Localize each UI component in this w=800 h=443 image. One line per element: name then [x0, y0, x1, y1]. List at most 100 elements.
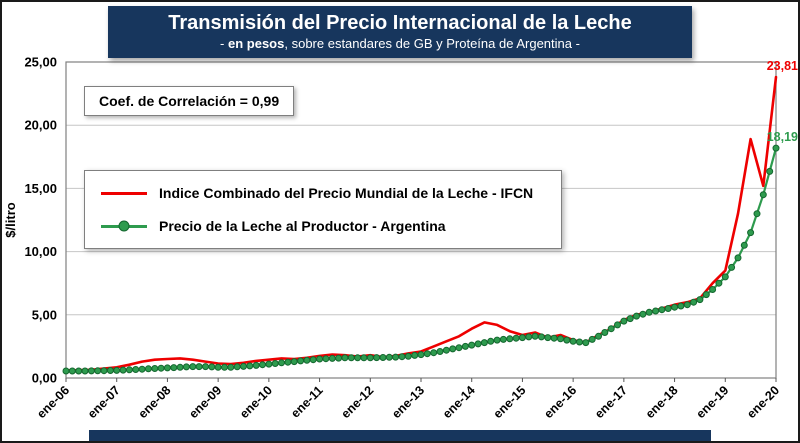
chart-subtitle: - en pesos, sobre estandares de GB y Pro…	[116, 36, 684, 52]
x-tick-label: ene-09	[186, 383, 224, 421]
series-marker	[385, 353, 393, 361]
series-marker	[360, 354, 368, 362]
y-tick-label: 25,00	[24, 55, 57, 70]
series-marker	[772, 144, 780, 152]
series-marker	[125, 366, 133, 374]
series-marker	[341, 354, 349, 362]
series-marker	[297, 357, 305, 365]
series-marker	[709, 286, 717, 293]
series-marker	[474, 340, 482, 348]
series-marker	[157, 364, 165, 372]
series-marker	[214, 363, 222, 371]
x-tick-label: ene-18	[643, 383, 681, 421]
series-marker	[240, 362, 247, 370]
series-marker	[658, 306, 666, 314]
series-marker	[316, 355, 324, 363]
end-value-label-ifcn: 23,81	[767, 59, 798, 73]
x-tick-label: ene-12	[338, 383, 376, 421]
series-marker	[75, 367, 83, 375]
series-marker	[373, 354, 381, 362]
series-marker	[68, 367, 76, 375]
series-marker	[404, 352, 412, 360]
series-marker	[563, 336, 571, 344]
series-marker	[278, 359, 285, 367]
series-marker	[246, 362, 254, 370]
series-marker	[576, 338, 583, 346]
series-marker	[366, 354, 374, 362]
series-marker	[347, 354, 355, 362]
series-marker	[328, 354, 336, 362]
series-marker	[652, 307, 660, 315]
series-marker	[271, 360, 279, 367]
series-marker	[208, 363, 216, 371]
x-tick-label: ene-07	[85, 383, 123, 421]
series-marker	[537, 333, 545, 341]
series-marker	[582, 339, 590, 347]
series-marker	[138, 365, 146, 373]
series-marker	[62, 367, 70, 375]
series-marker	[759, 191, 767, 199]
series-marker	[100, 367, 108, 375]
legend-green-line-sample	[101, 224, 147, 228]
series-marker	[106, 367, 114, 374]
series-marker	[525, 333, 533, 341]
y-axis-title: $/litro	[3, 202, 18, 237]
series-marker	[721, 273, 729, 281]
x-tick-label: ene-11	[288, 383, 325, 420]
series-marker	[664, 305, 672, 312]
series-marker	[398, 353, 406, 361]
series-marker	[303, 356, 311, 364]
series-marker	[417, 351, 425, 359]
series-marker	[259, 361, 266, 369]
series-marker	[265, 360, 273, 368]
x-tick-label: ene-19	[693, 383, 731, 421]
series-marker	[702, 291, 710, 299]
series-marker	[81, 367, 89, 375]
series-marker	[493, 336, 501, 344]
y-tick-label: 15,00	[24, 181, 57, 196]
series-marker	[449, 345, 457, 353]
series-marker	[392, 353, 400, 361]
subtitle-rest: , sobre estandares de GB y Proteína de A…	[284, 36, 580, 51]
series-marker	[671, 303, 679, 311]
series-marker	[753, 210, 761, 218]
series-marker	[747, 229, 755, 237]
series-marker	[645, 308, 653, 316]
series-marker	[512, 334, 520, 342]
series-marker	[151, 365, 159, 372]
series-marker	[252, 361, 260, 369]
subtitle-bold: en pesos	[228, 36, 285, 51]
series-marker	[588, 335, 596, 343]
series-marker	[182, 363, 190, 371]
correlation-label: Coef. de Correlación = 0,99	[99, 93, 280, 109]
series-marker	[144, 365, 152, 373]
legend-item-argentina: Precio de la Leche al Productor - Argent…	[101, 218, 545, 234]
y-tick-label: 5,00	[32, 307, 57, 322]
series-marker	[430, 349, 438, 357]
series-marker	[176, 363, 184, 371]
y-tick-label: 10,00	[24, 244, 57, 259]
series-marker	[766, 167, 774, 175]
series-marker	[119, 366, 127, 374]
series-marker	[163, 364, 171, 372]
series-marker	[132, 366, 140, 373]
series-marker	[506, 335, 514, 343]
series-marker	[461, 342, 469, 350]
series-marker	[487, 337, 495, 345]
series-marker	[87, 367, 95, 375]
series-marker	[284, 358, 292, 366]
series-marker	[411, 351, 419, 359]
x-tick-label: ene-10	[237, 383, 275, 421]
series-marker	[335, 354, 343, 362]
series-marker	[626, 315, 634, 323]
series-marker	[639, 310, 647, 318]
x-tick-label: ene-14	[440, 383, 478, 421]
chart-title: Transmisión del Precio Internacional de …	[168, 12, 632, 34]
series-marker	[499, 335, 507, 343]
series-marker	[601, 329, 609, 336]
y-tick-label: 20,00	[24, 118, 57, 133]
series-marker	[379, 354, 387, 361]
legend-label-ifcn: Indice Combinado del Precio Mundial de l…	[159, 185, 534, 201]
title-banner: Transmisión del Precio Internacional de …	[108, 6, 692, 58]
